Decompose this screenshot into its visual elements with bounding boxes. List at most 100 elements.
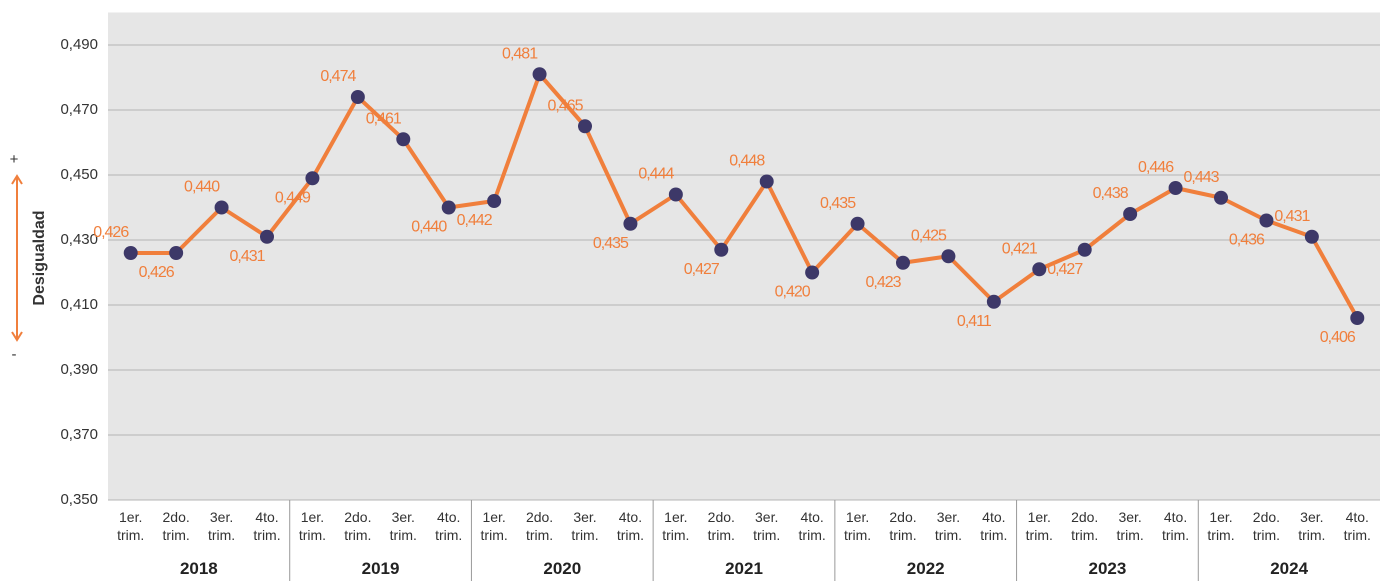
marker [487, 194, 502, 208]
year-label: 2023 [1088, 559, 1127, 578]
x-tick-label: 1er. trim. [1207, 509, 1235, 543]
x-tick-label: 2do. trim. [525, 509, 554, 543]
y-arrow-heads [11, 174, 23, 342]
x-tick-label: 3er. trim. [934, 509, 963, 543]
value-label: 0,406 [1320, 329, 1356, 346]
y-tick-label: 0,430 [60, 231, 98, 248]
marker [850, 216, 865, 231]
x-tick-label: 2do. trim. [162, 509, 190, 543]
value-label: 0,421 [1002, 240, 1038, 257]
value-label: 0,435 [820, 195, 856, 212]
x-tick-label: 3er. trim. [1116, 509, 1144, 543]
year-label: 2022 [906, 559, 945, 578]
value-label: 0,449 [275, 189, 311, 206]
value-label: 0,465 [547, 97, 583, 114]
value-label: 0,426 [139, 264, 175, 281]
x-tick-label: 2do. trim. [1071, 509, 1099, 543]
marker [1123, 207, 1138, 221]
x-tick-label: 3er. trim. [1298, 509, 1326, 543]
y-tick-label: 0,470 [60, 101, 98, 118]
value-label: 0,431 [229, 248, 265, 265]
marker [441, 200, 456, 215]
marker [1350, 311, 1365, 325]
x-tick-label: 2do. trim. [707, 509, 735, 543]
x-tick-label: 1er. trim. [480, 509, 508, 543]
x-tick-label: 4to. trim. [1161, 509, 1190, 543]
x-tick-label: 2do. trim. [889, 509, 917, 543]
marker [1304, 229, 1319, 244]
value-label: 0,442 [457, 212, 493, 229]
y-tick-label: 0,350 [60, 491, 98, 508]
x-tick-label: 3er. trim. [389, 509, 417, 543]
marker [896, 255, 910, 270]
value-label: 0,427 [1047, 261, 1083, 278]
value-label: 0,411 [957, 313, 992, 330]
marker [1032, 262, 1047, 277]
marker [350, 90, 365, 104]
marker [714, 242, 729, 257]
marker [1259, 213, 1274, 228]
value-label: 0,423 [865, 274, 901, 291]
value-label: 0,436 [1229, 232, 1265, 249]
value-label: 0,431 [1274, 208, 1310, 225]
value-label: 0,448 [729, 153, 765, 170]
x-tick-label: 4to. trim. [980, 509, 1008, 543]
y-minus: - [12, 346, 17, 363]
marker [1077, 242, 1092, 257]
year-label: 2024 [1270, 559, 1309, 578]
y-tick-label: 0,370 [60, 426, 98, 443]
value-label: 0,440 [184, 179, 220, 196]
value-label: 0,425 [911, 227, 947, 244]
x-tick-label: 1er. trim. [843, 509, 872, 543]
year-label: 2021 [725, 559, 763, 578]
line [130, 72, 1360, 319]
plot-area [108, 12, 1380, 500]
y-tick-label: 0,490 [60, 36, 98, 53]
x-tick-label: 1er. trim. [1025, 509, 1053, 543]
value-label: 0,461 [366, 110, 402, 127]
value-label: 0,446 [1138, 159, 1174, 176]
x-tick-label: 3er. trim. [571, 509, 599, 543]
x-tick-label: 4to. trim. [616, 509, 645, 543]
year-label: 2019 [361, 559, 400, 578]
y-tick-label: 0,390 [60, 361, 98, 378]
value-label: 0,440 [411, 219, 447, 236]
x-tick-label: 3er. trim. [753, 509, 781, 543]
value-label: 0,474 [320, 68, 356, 85]
x-tick-label: 2do. trim. [344, 509, 372, 543]
value-label: 0,427 [684, 261, 720, 278]
marker [123, 246, 138, 260]
marker [623, 216, 638, 231]
x-tick-label: 1er. trim. [117, 509, 145, 543]
value-label: 0,444 [638, 166, 674, 183]
marker [1214, 190, 1228, 205]
marker [396, 132, 411, 147]
value-label: 0,481 [502, 45, 538, 62]
marker [668, 187, 683, 202]
marker [260, 229, 274, 244]
marker [805, 265, 820, 280]
marker [941, 249, 956, 264]
x-tick-label: 2do. trim. [1252, 509, 1281, 543]
y-plus: + [10, 151, 19, 168]
value-label: 0,435 [593, 235, 629, 252]
x-tick-label: 1er. trim. [298, 509, 327, 543]
value-label: 0,443 [1183, 169, 1219, 186]
value-label: 0,420 [775, 284, 811, 301]
x-tick-label: 3er. trim. [207, 509, 236, 543]
marker [759, 174, 774, 189]
x-tick-label: 4to. trim. [1343, 509, 1371, 543]
marker [214, 200, 229, 215]
marker [986, 294, 1001, 309]
year-label: 2018 [179, 559, 218, 578]
year-label: 2020 [543, 559, 582, 578]
y-axis-label: Desigualdad [31, 210, 48, 305]
marker [532, 67, 547, 82]
value-label: 0,438 [1093, 185, 1129, 202]
x-tick-label: 4to. trim. [435, 509, 463, 543]
x-tick-label: 4to. trim. [798, 509, 826, 543]
value-label: 0,426 [93, 224, 129, 241]
marker [1168, 181, 1183, 195]
